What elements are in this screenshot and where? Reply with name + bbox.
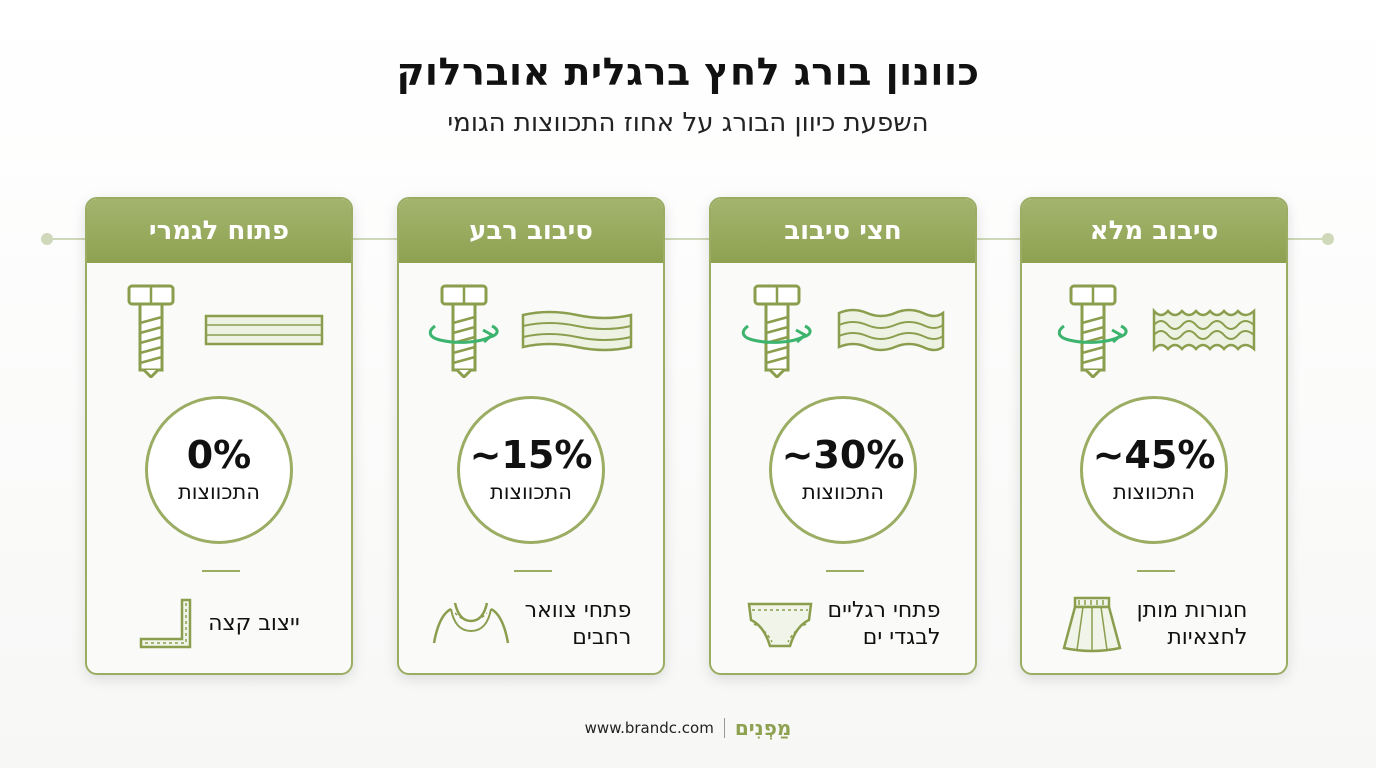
card-heading: סיבוב מלא [1022,199,1286,263]
rotation-arrow-icon [428,324,499,344]
card-heading: חצי סיבוב [711,199,975,263]
usage-text: פתחי רגליים לבגדי ים [827,597,941,651]
timeline-line [46,238,1329,240]
card-icons [711,281,975,381]
skirt-icon [1062,596,1122,653]
percent-label: התכווצות [1112,479,1196,504]
rotation-arrow-icon [741,324,812,344]
divider [1137,570,1175,572]
divider [826,570,864,572]
usage-text: ייצוב קצה [208,611,300,637]
neckline-icon [432,602,509,644]
screw-icon [1069,284,1117,378]
percent-circle: ~15% התכווצות [457,396,605,544]
usage-row: ייצוב קצה [109,594,329,654]
timeline-dot-left [41,233,53,245]
divider [202,570,240,572]
usage-text: חגורות מותן לחצאיות [1136,597,1248,651]
card-full-turn: סיבוב מלא ~45% התכווצות ח [1020,197,1288,675]
percent-label: התכווצות [489,479,573,504]
card-icons [87,281,351,381]
card-quarter-turn: סיבוב רבע ~15% התכווצות פ [397,197,665,675]
screw-icon [440,284,488,378]
edge-stitch-icon [139,598,192,649]
timeline-dot-right [1322,233,1334,245]
usage-row: פתחי רגליים לבגדי ים [733,594,953,654]
usage-row: פתחי צוואר רחבים [421,594,641,654]
card-icons [399,281,663,381]
percent-value: ~30% [781,433,905,478]
wavy-fabric-icon [1152,307,1256,353]
percent-value: ~15% [469,433,593,478]
wavy-fabric-icon [837,308,945,352]
card-heading: סיבוב רבע [399,199,663,263]
page-title: כוונון בורג לחץ ברגלית אוברלוק [396,50,980,94]
screw-icon [127,284,175,378]
percent-circle: 0% התכווצות [145,396,293,544]
footer-url[interactable]: www.brandc.com [584,719,714,737]
usage-text: פתחי צוואר רחבים [524,597,632,651]
footer-separator [723,718,725,738]
percent-value: 0% [186,433,252,478]
card-heading: פתוח לגמרי [87,199,351,263]
screw-icon [753,284,801,378]
page-subtitle: השפעת כיוון הבורג על אחוז התכווצות הגומי [447,108,929,138]
percent-value: ~45% [1092,433,1216,478]
card-half-turn: חצי סיבוב ~30% התכווצות פתחי רגל [709,197,977,675]
swim-brief-icon [747,602,812,648]
footer-brand-logo: מַפְנִים [734,716,792,740]
percent-circle: ~45% התכווצות [1080,396,1228,544]
card-fully-open: פתוח לגמרי 0% התכווצות ייצוב קצה [85,197,353,675]
wavy-fabric-icon [521,310,633,352]
percent-circle: ~30% התכווצות [769,396,917,544]
percent-label: התכווצות [177,479,261,504]
divider [514,570,552,572]
footer: www.brandc.com מַפְנִים [0,716,1376,740]
flat-fabric-icon [204,314,324,346]
rotation-arrow-icon [1057,324,1128,344]
usage-row: חגורות מותן לחצאיות [1044,594,1264,654]
percent-label: התכווצות [801,479,885,504]
card-icons [1022,281,1286,381]
